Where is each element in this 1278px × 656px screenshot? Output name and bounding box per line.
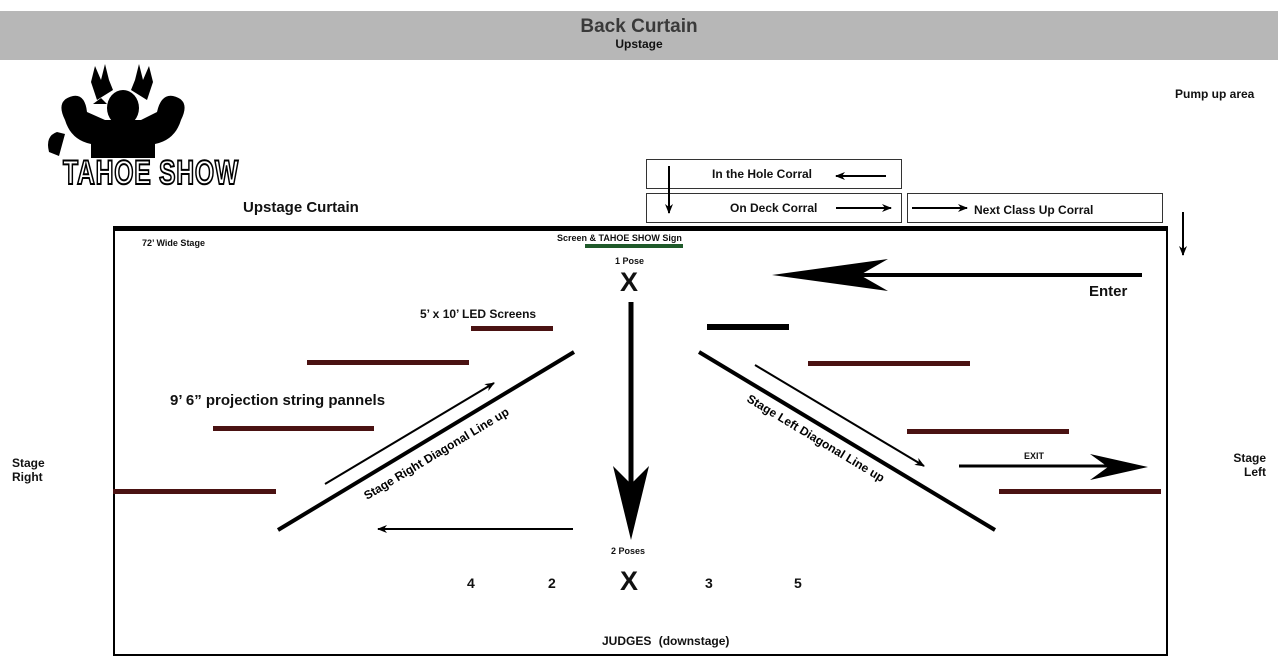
judges-label: JUDGES (downstage) (602, 634, 729, 648)
exit-arrowhead (1090, 454, 1148, 480)
projection-panel-left-2 (213, 426, 374, 431)
screen-sign-label: Screen & TAHOE SHOW Sign (557, 233, 682, 243)
center-arrowhead (613, 466, 649, 540)
pump-up-area-label: Pump up area (1175, 87, 1255, 101)
next-class-up-corral: Next Class Up Corral (907, 193, 1163, 223)
arrow-stage-left-down (754, 364, 925, 467)
projection-panel-left-1 (307, 360, 469, 365)
pose-one-label: 1 Pose (615, 256, 645, 266)
stage-right-label: Stage Right (12, 456, 45, 484)
upstage-curtain-label: Upstage Curtain (243, 199, 359, 216)
judges-text: JUDGES (602, 634, 652, 648)
projection-panel-left-3 (113, 489, 276, 494)
tahoe-show-logo: TAHOE SHOW (45, 60, 245, 190)
exit-label: EXIT (1024, 451, 1045, 461)
back-curtain-banner: Back Curtain Upstage (0, 11, 1278, 60)
position-4: 4 (467, 575, 475, 591)
in-the-hole-corral-label: In the Hole Corral (712, 167, 813, 181)
arrow-stage-right-up (324, 382, 495, 485)
stage-right-diagonal (276, 350, 576, 532)
led-screen-left (471, 326, 553, 331)
banner-title: Back Curtain (580, 16, 698, 37)
stage-left-diagonal (697, 350, 997, 532)
pose-two-mark: X (620, 566, 639, 596)
projection-panels-label: 9’ 6” projection string pannels (170, 392, 386, 409)
stage-left-label: Stage Left (1233, 451, 1266, 479)
on-deck-corral: On Deck Corral (646, 193, 902, 223)
stage-left-line-label: Stage Left Diagonal Line up (744, 392, 887, 485)
enter-arrowhead (772, 259, 888, 291)
position-2: 2 (548, 575, 556, 591)
pose-two-label: 2 Poses (611, 546, 646, 556)
stage-width-label: 72’ Wide Stage (142, 238, 205, 248)
projection-panel-right-2 (907, 429, 1069, 434)
stage-right-line-label: Stage Right Diagonal Line up (361, 405, 511, 503)
led-screens-label: 5’ x 10’ LED Screens (420, 307, 537, 321)
screen-sign-bar (585, 244, 683, 248)
in-the-hole-corral: In the Hole Corral (646, 159, 902, 189)
downstage-text: (downstage) (658, 634, 730, 648)
position-5: 5 (794, 575, 802, 591)
next-class-up-corral-label: Next Class Up Corral (974, 203, 1094, 217)
banner-subtitle: Upstage (615, 37, 663, 51)
on-deck-corral-label: On Deck Corral (730, 201, 818, 215)
enter-label: Enter (1089, 283, 1128, 300)
projection-panel-right-3 (999, 489, 1161, 494)
pose-one-mark: X (620, 267, 639, 297)
led-screen-right (707, 324, 789, 330)
moose-logo-icon: TAHOE SHOW (48, 64, 239, 190)
logo-text: TAHOE SHOW (63, 154, 239, 190)
projection-panel-right-1 (808, 361, 970, 366)
position-3: 3 (705, 575, 713, 591)
